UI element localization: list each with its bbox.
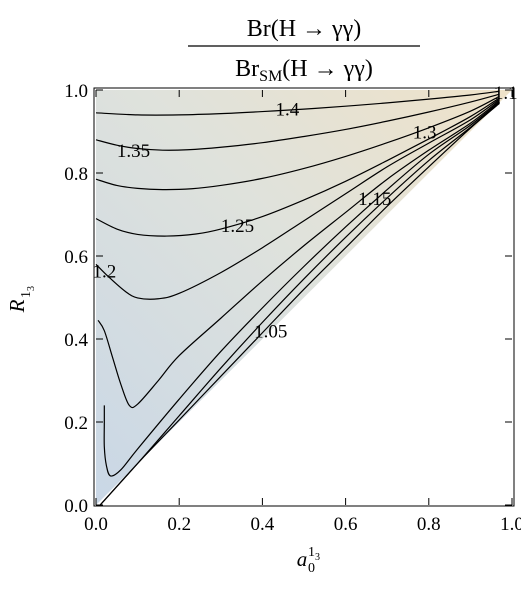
plot-frame — [93, 87, 515, 507]
y-tick-label: 0.0 — [64, 496, 88, 517]
x-tick-label: 0.4 — [251, 514, 275, 535]
x-tick-label: 0.0 — [84, 514, 108, 535]
title-denominator: BrSM(H → γγ) — [235, 56, 373, 85]
x-tick-label: 0.6 — [334, 514, 358, 535]
y-tick-label: 0.6 — [64, 247, 88, 268]
y-tick-label: 1.0 — [64, 81, 88, 102]
y-axis-label-sub-sub: 3 — [26, 286, 37, 291]
y-tick-label: 0.4 — [64, 330, 88, 351]
contour-label-1-15: 1.15 — [358, 189, 391, 210]
x-axis-label-sub: 0 — [308, 561, 315, 576]
contour-line-8 — [99, 102, 500, 506]
contour-line-1-15 — [97, 99, 500, 409]
contour-line-1-35 — [95, 93, 500, 151]
x-axis-label-sup: 1 — [308, 545, 315, 560]
x-axis-label-sup-sub: 3 — [315, 552, 320, 563]
x-tick-label: 1.0 — [500, 514, 521, 535]
contour-label-1-3: 1.3 — [413, 123, 437, 144]
contour-label-1-05: 1.05 — [254, 322, 287, 343]
contour-lines — [95, 90, 500, 506]
contour-label-1-35: 1.35 — [117, 141, 150, 162]
contour-label-1-2: 1.2 — [92, 262, 116, 283]
y-axis-label-sub: 1 — [19, 291, 34, 298]
contour-label-1-25: 1.25 — [221, 216, 254, 237]
x-axis-label-main: a — [297, 547, 308, 571]
contour-line-1-2 — [95, 98, 500, 300]
contour-label-1-4: 1.4 — [275, 100, 299, 121]
contour-line-1-1 — [103, 101, 500, 477]
domain-fill — [96, 90, 512, 505]
title-numerator: Br(H → γγ) — [247, 16, 362, 42]
contour-line-1-4 — [95, 90, 500, 116]
contour-line-1-05 — [99, 101, 500, 506]
x-axis-label: a 0 1 3 — [297, 545, 320, 576]
contour-line-1-3 — [95, 95, 500, 191]
x-tick-label: 0.8 — [417, 514, 441, 535]
y-axis-label-main: R — [5, 299, 29, 313]
contour-line-1-25 — [95, 97, 500, 237]
chart-title: Br(H → γγ) BrSM(H → γγ) — [188, 16, 420, 85]
y-axis-ticks: 0.0 0.2 0.4 0.6 0.8 1.0 — [64, 81, 512, 517]
contour-labels: 1.41.351.31.251.21.151.11.05 — [92, 83, 517, 343]
y-axis-label: R 1 3 — [5, 286, 37, 313]
x-tick-label: 0.2 — [167, 514, 191, 535]
x-axis-ticks: 0.0 0.2 0.4 0.6 0.8 1.0 — [84, 90, 521, 535]
y-tick-label: 0.2 — [64, 413, 88, 434]
y-tick-label: 0.8 — [64, 164, 88, 185]
